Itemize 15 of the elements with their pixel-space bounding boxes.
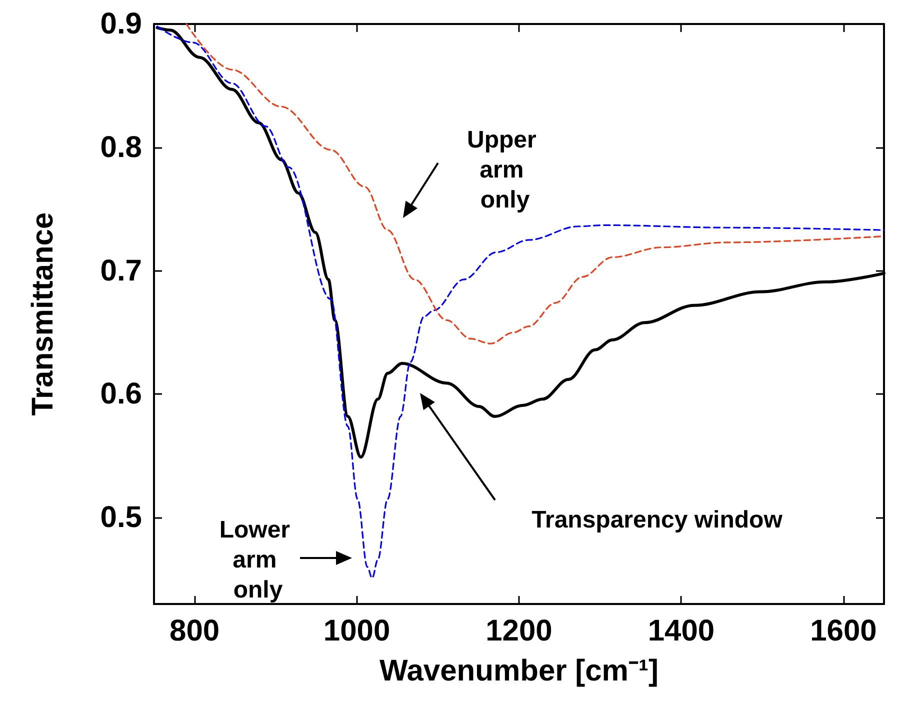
x-axis-title: Wavenumber [cm⁻¹] [380,654,658,688]
y-tick-label: 0.8 [100,130,142,164]
x-tick-label: 1200 [486,614,552,648]
annotation: Lower arm only [219,516,297,604]
y-tick-label: 0.5 [100,501,142,534]
x-tick-label: 1600 [810,614,877,648]
annotation: Upper arm only [466,126,544,214]
x-tick-label: 800 [170,614,220,648]
annotation: Transparency window [532,506,783,534]
x-tick-label: 1400 [648,614,715,648]
x-tick-label: 1000 [323,614,390,648]
y-tick-label: 0.7 [100,254,142,288]
y-axis-title: Transmittance [26,212,60,416]
y-tick-label: 0.6 [100,378,142,411]
y-tick-label: 0.9 [100,8,142,40]
